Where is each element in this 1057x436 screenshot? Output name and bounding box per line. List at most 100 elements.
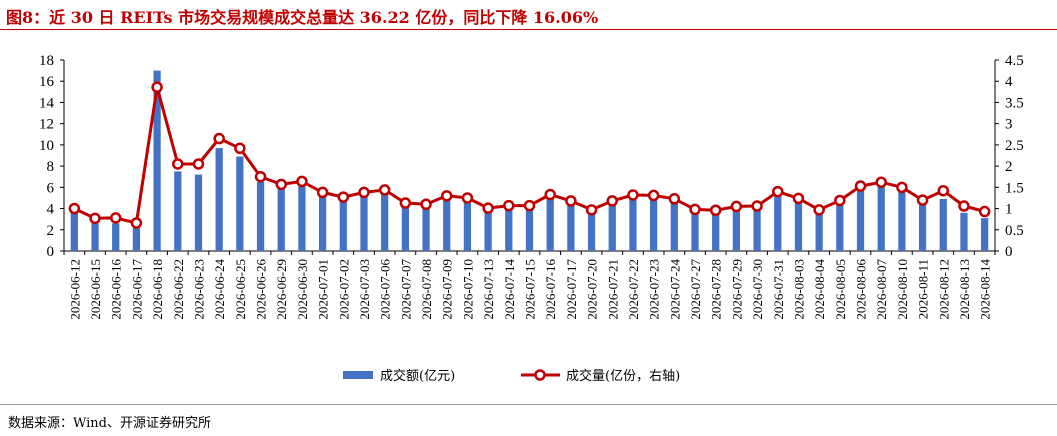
line-point-trading-volume bbox=[234, 142, 246, 155]
left-tick-label: 10 bbox=[39, 138, 54, 154]
line-point-trading-volume bbox=[751, 200, 763, 212]
line-point-trading-volume bbox=[337, 191, 350, 203]
bar-trading-value bbox=[918, 203, 927, 251]
bar-trading-value bbox=[856, 186, 865, 251]
bar-trading-value bbox=[463, 197, 472, 251]
line-point-trading-volume bbox=[896, 181, 908, 194]
line-point-trading-volume bbox=[813, 204, 825, 216]
bar-trading-value bbox=[794, 197, 803, 251]
line-point-trading-volume bbox=[420, 198, 432, 211]
line-point-trading-volume bbox=[461, 192, 474, 204]
x-tick-label: 2026-07-09 bbox=[440, 259, 455, 320]
line-point-trading-volume bbox=[792, 192, 805, 205]
line-point-trading-volume bbox=[772, 185, 784, 198]
bar-trading-value bbox=[505, 207, 513, 251]
left-tick-label: 0 bbox=[47, 244, 55, 260]
line-point-trading-volume bbox=[627, 189, 639, 201]
legend-line-marker bbox=[534, 369, 546, 381]
right-tick-label: 3.5 bbox=[1005, 95, 1024, 111]
legend-bar-swatch bbox=[343, 371, 373, 379]
bar-trading-value bbox=[422, 208, 430, 251]
bar-trading-value bbox=[132, 227, 141, 251]
line-point-trading-volume bbox=[875, 176, 887, 188]
right-tick-label: 0.5 bbox=[1005, 223, 1024, 239]
bar-trading-value bbox=[836, 203, 844, 251]
right-tick-label: 1 bbox=[1005, 202, 1013, 218]
right-tick-label: 0 bbox=[1005, 244, 1013, 260]
right-tick-label: 2.5 bbox=[1005, 138, 1024, 154]
bar-trading-value bbox=[236, 156, 244, 251]
x-tick-label: 2026-07-23 bbox=[647, 259, 662, 320]
line-point-trading-volume bbox=[730, 200, 743, 213]
x-tick-label: 2026-07-24 bbox=[667, 259, 682, 320]
bar-trading-value bbox=[960, 212, 968, 251]
bar-trading-value bbox=[339, 199, 347, 251]
x-tick-label: 2026-07-30 bbox=[750, 259, 765, 320]
line-point-trading-volume bbox=[689, 203, 701, 216]
x-tick-label: 2026-08-05 bbox=[833, 259, 848, 320]
line-point-trading-volume bbox=[213, 132, 225, 145]
bar-trading-value bbox=[691, 212, 699, 251]
bar-trading-value bbox=[277, 187, 285, 251]
left-tick-label: 6 bbox=[47, 180, 55, 196]
x-tick-label: 2026-07-02 bbox=[336, 259, 351, 320]
right-tick-label: 2 bbox=[1005, 159, 1013, 175]
bar-trading-value bbox=[753, 208, 761, 251]
bar-trading-value bbox=[650, 200, 658, 251]
line-point-trading-volume bbox=[978, 205, 991, 218]
line-point-trading-volume bbox=[399, 197, 412, 209]
line-point-trading-volume bbox=[544, 188, 556, 201]
line-point-trading-volume bbox=[565, 195, 577, 207]
x-tick-label: 2026-07-15 bbox=[523, 259, 538, 320]
right-tick-label: 4.5 bbox=[1005, 53, 1024, 69]
legend-label-trading-value: 成交额(亿元) bbox=[380, 368, 455, 384]
line-point-trading-volume bbox=[937, 184, 950, 197]
line-point-trading-volume bbox=[916, 194, 929, 206]
x-tick-label: 2026-08-11 bbox=[916, 259, 931, 319]
line-point-trading-volume bbox=[358, 186, 370, 199]
line-point-trading-volume bbox=[68, 202, 81, 215]
line-point-trading-volume bbox=[192, 158, 205, 170]
x-tick-label: 2026-07-28 bbox=[709, 259, 724, 320]
x-tick-label: 2026-07-22 bbox=[626, 259, 641, 320]
left-tick-label: 18 bbox=[39, 53, 54, 69]
source-note: 数据来源：Wind、开源证券研究所 bbox=[8, 416, 211, 431]
x-tick-label: 2026-08-04 bbox=[812, 259, 827, 320]
x-tick-label: 2026-07-10 bbox=[460, 259, 475, 320]
bar-trading-value bbox=[443, 197, 451, 251]
line-point-trading-volume bbox=[130, 217, 143, 229]
line-point-trading-volume bbox=[316, 186, 329, 199]
x-tick-label: 2026-07-31 bbox=[771, 259, 786, 320]
x-tick-label: 2026-07-29 bbox=[729, 259, 744, 320]
left-tick-label: 16 bbox=[39, 74, 55, 90]
bar-trading-value bbox=[670, 203, 678, 251]
x-tick-label: 2026-08-12 bbox=[936, 259, 951, 320]
line-point-trading-volume bbox=[254, 170, 267, 183]
x-tick-label: 2026-06-12 bbox=[67, 259, 82, 320]
bar-trading-value bbox=[981, 218, 989, 251]
line-point-trading-volume bbox=[275, 178, 287, 191]
right-tick-label: 3 bbox=[1005, 117, 1013, 133]
line-point-trading-volume bbox=[709, 204, 722, 217]
line-point-trading-volume bbox=[109, 212, 122, 224]
x-tick-label: 2026-06-24 bbox=[212, 259, 227, 320]
bar-trading-value bbox=[939, 199, 947, 251]
x-tick-label: 2026-06-17 bbox=[129, 259, 144, 320]
x-tick-label: 2026-08-03 bbox=[791, 259, 806, 320]
bar-trading-value bbox=[484, 208, 492, 251]
x-tick-label: 2026-06-26 bbox=[254, 259, 269, 320]
left-tick-label: 4 bbox=[47, 202, 55, 218]
bar-trading-value bbox=[194, 174, 203, 251]
left-tick-label: 8 bbox=[47, 159, 55, 175]
x-tick-label: 2026-06-29 bbox=[274, 259, 289, 320]
bar-trading-value bbox=[256, 182, 265, 251]
line-point-trading-volume bbox=[151, 81, 163, 93]
bar-trading-value bbox=[153, 70, 161, 251]
x-tick-label: 2026-07-08 bbox=[419, 259, 434, 320]
x-tick-label: 2026-06-30 bbox=[295, 259, 310, 320]
x-tick-label: 2026-07-13 bbox=[481, 259, 496, 320]
x-tick-label: 2026-06-18 bbox=[150, 259, 165, 320]
source-divider bbox=[0, 404, 1057, 405]
x-tick-label: 2026-06-15 bbox=[88, 259, 103, 320]
